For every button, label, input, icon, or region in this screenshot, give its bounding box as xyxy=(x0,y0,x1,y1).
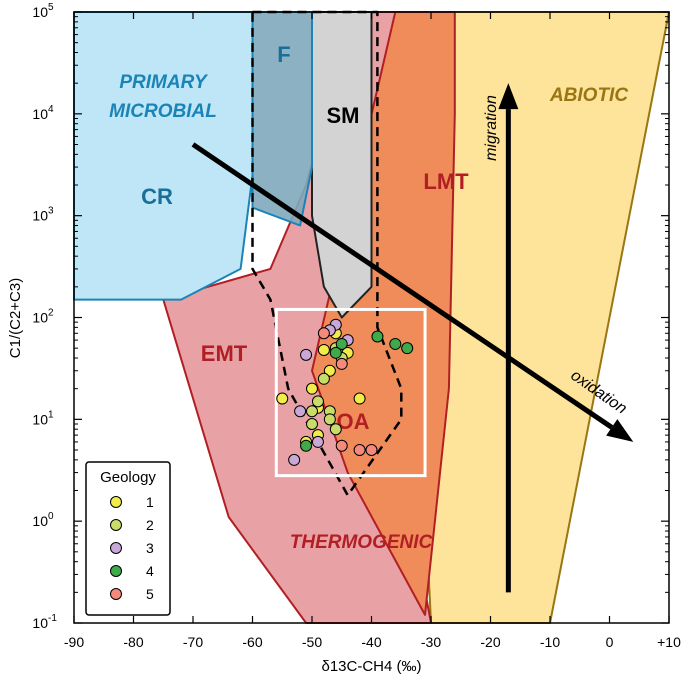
legend-title: Geology xyxy=(100,469,156,486)
legend-marker-2 xyxy=(110,519,122,531)
highlight-box-layer xyxy=(274,307,427,478)
data-point-geology-4 xyxy=(329,346,342,359)
data-point-geology-1 xyxy=(317,343,330,356)
y-tick-label: 10 xyxy=(32,106,48,122)
data-point-geology-5 xyxy=(365,443,378,456)
y-tick-label: 10 xyxy=(32,208,48,224)
region-cr xyxy=(73,11,254,301)
data-point-geology-5 xyxy=(335,439,348,452)
x-tick-label: 0 xyxy=(606,634,614,650)
data-point-geology-5 xyxy=(353,443,366,456)
legend: Geology 1 2 3 4 5 xyxy=(85,461,171,616)
x-tick-label: -80 xyxy=(123,634,143,650)
data-point-geology-2 xyxy=(306,405,318,418)
y-tick-label: 10 xyxy=(32,4,48,20)
x-tick-label: +10 xyxy=(657,634,681,650)
y-tick-exponent: -1 xyxy=(48,613,57,624)
legend-label-2: 2 xyxy=(146,517,154,533)
arrow-migration-head xyxy=(498,83,519,110)
arrow-oxidation-shaft xyxy=(191,142,614,430)
region-label-primary-microbial-1: PRIMARY xyxy=(119,72,209,93)
region-label-lmt: LMT xyxy=(423,169,469,194)
region-label-abiotic: ABIOTIC xyxy=(549,85,628,106)
y-tick-label: 10 xyxy=(32,411,48,427)
legend-label-3: 3 xyxy=(146,540,154,556)
data-point-geology-2 xyxy=(323,413,336,426)
region-label-thermogenic: THERMOGENIC xyxy=(290,532,433,553)
data-point-geology-2 xyxy=(306,417,318,430)
y-tick-exponent: 4 xyxy=(48,104,54,115)
data-point-geology-3 xyxy=(288,453,301,466)
region-label-oa: OA xyxy=(337,409,370,434)
data-points-layer xyxy=(276,318,414,466)
data-point-geology-4 xyxy=(300,439,313,452)
arrow-oxidation-head xyxy=(606,419,634,442)
y-tick-exponent: 3 xyxy=(48,206,54,217)
x-tick-label: -90 xyxy=(64,634,84,650)
x-tick-label: -70 xyxy=(183,634,203,650)
legend-marker-5 xyxy=(110,588,122,600)
legend-label-1: 1 xyxy=(146,494,154,510)
region-sm xyxy=(311,11,373,319)
legend-marker-1 xyxy=(110,496,122,508)
data-point-geology-4 xyxy=(389,337,402,350)
y-tick-exponent: 2 xyxy=(48,308,54,319)
x-tick-label: -10 xyxy=(540,634,560,650)
legend-label-5: 5 xyxy=(146,586,154,602)
region-labels-layer: PRIMARY MICROBIAL CR F SM LMT EMT OA THERMOGENIC… xyxy=(109,42,628,553)
data-point-geology-1 xyxy=(353,392,366,405)
region-label-sm: SM xyxy=(327,103,360,128)
region-label-f: F xyxy=(277,42,290,67)
data-point-geology-3 xyxy=(300,348,313,361)
y-tick-label: 10 xyxy=(32,310,48,326)
migration-label: migration xyxy=(483,95,500,161)
y-tick-exponent: 5 xyxy=(48,2,54,13)
data-point-geology-1 xyxy=(306,382,318,395)
data-point-geology-2 xyxy=(311,395,324,408)
x-tick-label: -60 xyxy=(242,634,262,650)
data-point-geology-2 xyxy=(317,372,330,385)
data-point-geology-1 xyxy=(276,392,289,405)
legend-label-4: 4 xyxy=(146,563,154,579)
legend-box xyxy=(85,461,171,616)
data-point-geology-3 xyxy=(294,405,307,418)
x-tick-label: -50 xyxy=(302,634,322,650)
x-axis-label: δ13C-CH4 (‰) xyxy=(321,658,421,675)
x-tick-label: -20 xyxy=(480,634,500,650)
region-label-cr: CR xyxy=(141,184,173,209)
legend-marker-4 xyxy=(110,565,122,577)
data-point-geology-3 xyxy=(311,435,324,448)
y-tick-exponent: 1 xyxy=(48,409,54,420)
data-point-geology-2 xyxy=(329,423,342,436)
x-tick-label: -30 xyxy=(421,634,441,650)
data-point-geology-5 xyxy=(317,327,330,340)
data-point-geology-4 xyxy=(401,342,414,355)
y-tick-label: 10 xyxy=(32,513,48,529)
regions-layer xyxy=(73,10,670,624)
legend-marker-3 xyxy=(110,542,122,554)
y-axis-label: C1/(C2+C3) xyxy=(7,278,24,358)
data-point-geology-4 xyxy=(335,337,348,350)
region-label-primary-microbial-2: MICROBIAL xyxy=(109,101,217,122)
highlight-box xyxy=(274,307,427,478)
x-tick-label: -40 xyxy=(361,634,381,650)
data-point-geology-4 xyxy=(371,330,384,343)
data-point-geology-5 xyxy=(335,357,348,370)
region-label-emt: EMT xyxy=(201,341,248,366)
region-oa xyxy=(251,10,403,497)
data-point-geology-1 xyxy=(323,364,336,377)
y-tick-exponent: 0 xyxy=(48,511,54,522)
y-tick-label: 10 xyxy=(32,615,48,631)
